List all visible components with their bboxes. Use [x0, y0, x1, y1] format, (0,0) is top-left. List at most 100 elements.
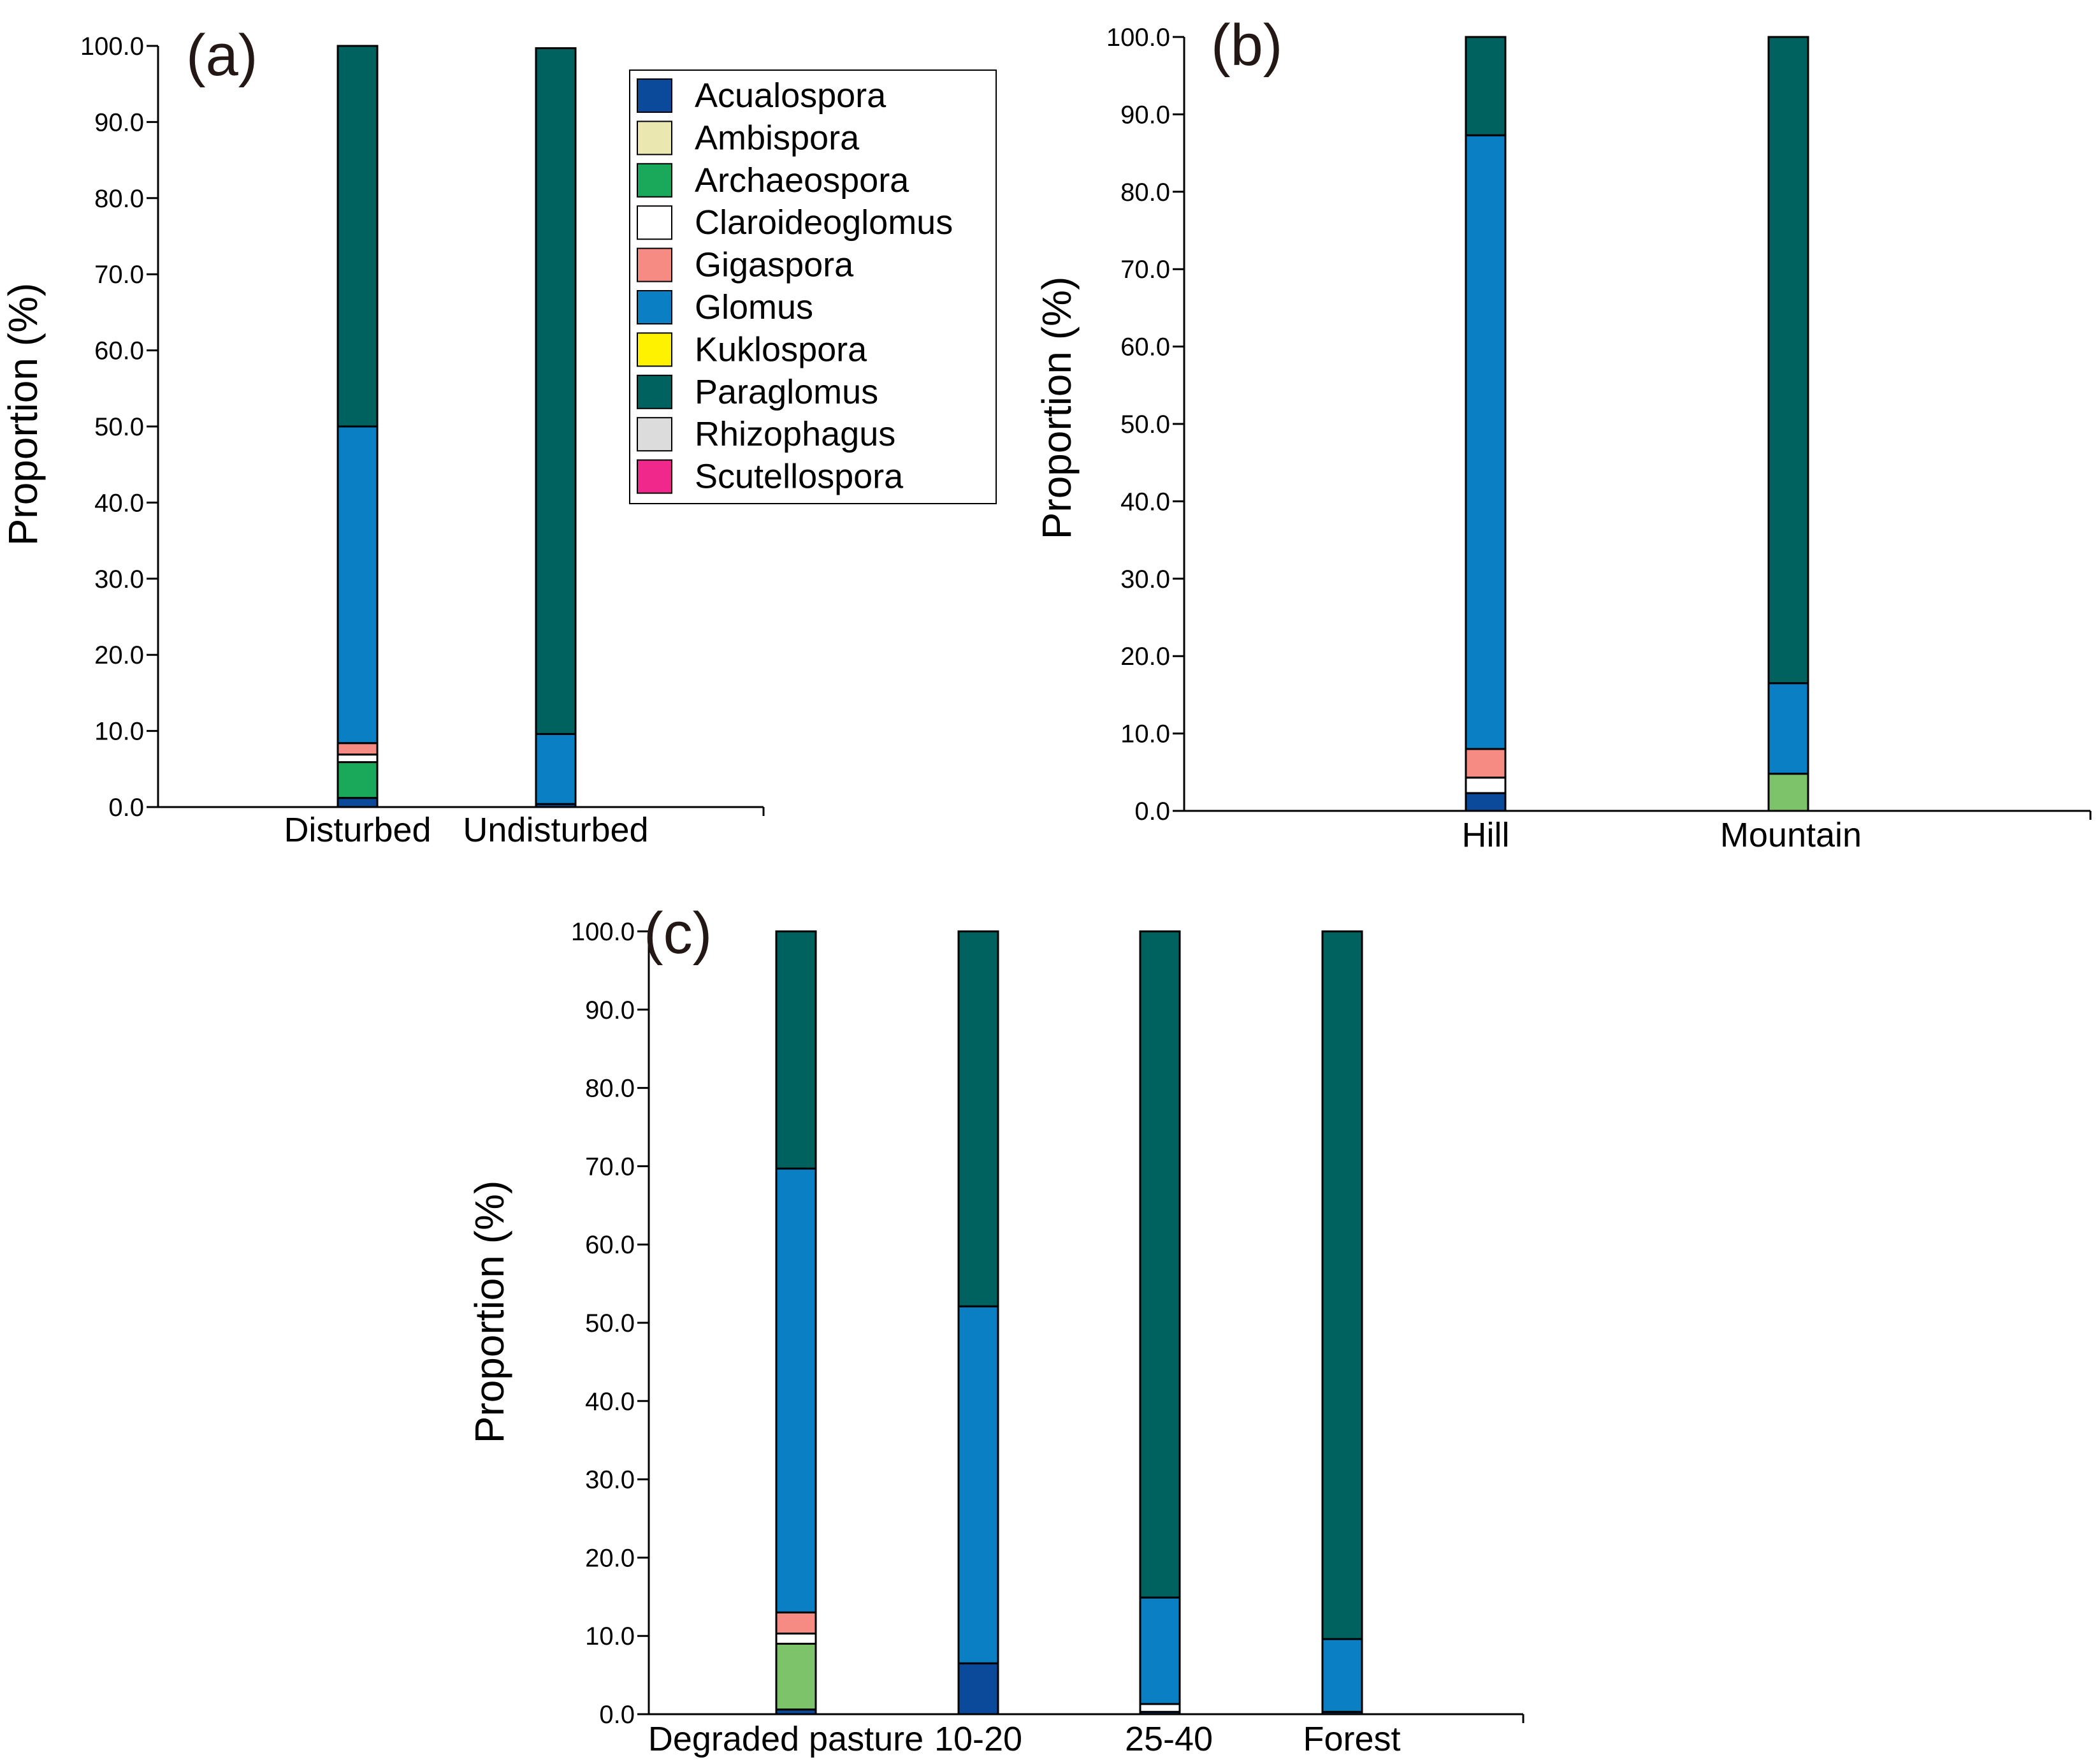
bar-glomus-mountain [1767, 682, 1809, 775]
y-tick-label: 0.0 [599, 1701, 635, 1729]
legend: Acualospora Ambispora ArchaeosporaClaroide… [629, 69, 997, 504]
bar-stack-hill [1465, 36, 1507, 812]
y-tick-label: 60.0 [585, 1231, 635, 1259]
bar-claroideoglomus-degraded-pasture [775, 1633, 817, 1645]
x-tick-label: Degraded pasture [648, 1720, 923, 1758]
bar-glomus-10-20 [957, 1305, 999, 1664]
bar-stack-25-40 [1139, 930, 1181, 1715]
y-tick-label: 80.0 [94, 185, 144, 213]
bar-stack-disturbed [337, 45, 379, 808]
bar-archaeospora-disturbed [337, 761, 379, 799]
y-tick-label: 70.0 [94, 261, 144, 289]
bar-glomus-degraded-pasture [775, 1167, 817, 1613]
legend-item-ambispora: Ambispora [637, 119, 860, 157]
legend-item-paraglomus: Paraglomus [637, 373, 878, 411]
y-tick-label: 30.0 [1120, 565, 1170, 593]
legend-item-rhizophagus: Rhizophagus [637, 415, 895, 453]
bar-gigaspora-degraded-pasture [775, 1611, 817, 1635]
bar-archaeospora-degraded-pasture [775, 1642, 817, 1711]
y-tick-label: 10.0 [1120, 720, 1170, 748]
y-tick-label: 70.0 [1120, 256, 1170, 284]
x-tick-label: Disturbed [284, 811, 431, 849]
legend-item-scutellospora: Scutellospora [637, 458, 904, 496]
y-tick-label: 90.0 [94, 108, 144, 136]
legend-label: Ambispora [695, 119, 860, 157]
bar-stack-forest [1321, 930, 1363, 1715]
panel-b-chart: 0.0 10.0 20.0 30.0 40.0 50.0 60.0 70.0 80.0 90.0 1… [1034, 13, 2092, 854]
bar-claroideoglomus-25-40 [1139, 1703, 1181, 1713]
y-tick-label: 20.0 [1120, 643, 1170, 671]
bar-stack-degraded-pasture [775, 930, 817, 1715]
legend-label: Kuklospora [695, 330, 867, 368]
legend-item-gigaspora: Gigaspora [637, 246, 854, 284]
y-tick-label: 80.0 [1120, 178, 1170, 207]
y-tick-label: 70.0 [585, 1153, 635, 1181]
y-tick-label: 50.0 [1120, 411, 1170, 439]
bar-paraglomus-degraded-pasture [775, 930, 817, 1170]
y-tick-label: 20.0 [94, 641, 144, 669]
legend-swatch [637, 120, 672, 156]
bar-paraglomus-mountain [1767, 36, 1809, 685]
y-tick-label: 40.0 [94, 489, 144, 517]
bar-acualospora-10-20 [957, 1662, 999, 1715]
legend-swatch [637, 417, 672, 452]
y-tick-label: 100.0 [571, 918, 635, 946]
panel-c-chart: 0.0 10.0 20.0 30.0 40.0 50.0 60.0 70.0 80.0 90.0 1… [467, 901, 1524, 1758]
legend-swatch [637, 332, 672, 367]
legend-swatch [637, 78, 672, 113]
x-tick-label: Mountain [1720, 816, 1862, 854]
panel-a-chart: 0.0 10.0 20.0 30.0 40.0 50.0 60.0 70.0 80.0 90.0 1… [0, 23, 765, 849]
bar-paraglomus-hill [1465, 36, 1507, 136]
legend-label: Glomus [695, 288, 813, 326]
x-tick-label: 25-40 [1125, 1720, 1213, 1758]
legend-swatch [637, 163, 672, 198]
x-tick-label: Forest [1303, 1720, 1400, 1758]
y-tick-label: 40.0 [1120, 488, 1170, 516]
legend-swatch [637, 374, 672, 409]
y-tick-label: 100.0 [80, 33, 144, 61]
x-tick-label: 10-20 [934, 1720, 1022, 1758]
bar-paraglomus-25-40 [1139, 930, 1181, 1599]
legend-swatch [637, 290, 672, 324]
bar-stack-mountain [1767, 36, 1809, 812]
panel-label: (c) [644, 901, 712, 966]
y-tick-label: 60.0 [94, 337, 144, 365]
y-tick-label: 0.0 [108, 794, 144, 822]
y-tick-label: 50.0 [94, 413, 144, 441]
y-tick-label: 10.0 [585, 1622, 635, 1650]
y-tick-label: 90.0 [1120, 101, 1170, 129]
y-tick-label: 100.0 [1106, 24, 1170, 52]
bar-claroideoglomus-disturbed [337, 754, 379, 764]
y-tick-label: 80.0 [585, 1075, 635, 1103]
bar-paraglomus-forest [1321, 930, 1363, 1640]
legend-label: Archaeospora [695, 161, 909, 200]
y-tick-label: 30.0 [585, 1466, 635, 1494]
y-axis-title: Proportion (%) [1034, 277, 1080, 540]
y-tick-label: 0.0 [1134, 797, 1170, 826]
legend-swatch [637, 205, 672, 240]
legend-item-glomus: Glomus [637, 288, 813, 326]
y-tick-label: 30.0 [94, 565, 144, 593]
y-tick-label: 40.0 [585, 1388, 635, 1416]
legend-swatch [637, 459, 672, 494]
bar-paraglomus-disturbed [337, 45, 379, 428]
legend-label: Rhizophagus [695, 415, 895, 453]
bar-glomus-forest [1321, 1638, 1363, 1713]
y-axis-title: Proportion (%) [467, 1181, 512, 1444]
y-tick-label: 90.0 [585, 996, 635, 1024]
legend-swatch [637, 247, 672, 282]
legend-label: Gigaspora [695, 246, 854, 284]
y-axis-title: Proportion (%) [0, 283, 46, 546]
legend-label: Acualospora [695, 76, 887, 115]
bar-glomus-disturbed [337, 425, 379, 745]
x-tick-label: Undisturbed [463, 811, 648, 849]
bar-gigaspora-disturbed [337, 742, 379, 756]
bar-stack-10-20 [957, 930, 999, 1715]
panel-label: (b) [1211, 13, 1282, 78]
bar-glomus-undisturbed [535, 732, 577, 805]
y-tick-label: 50.0 [585, 1309, 635, 1337]
bar-glomus-25-40 [1139, 1596, 1181, 1705]
legend-label: Paraglomus [695, 373, 878, 411]
legend-item-acualospora: Acualospora [637, 76, 887, 115]
